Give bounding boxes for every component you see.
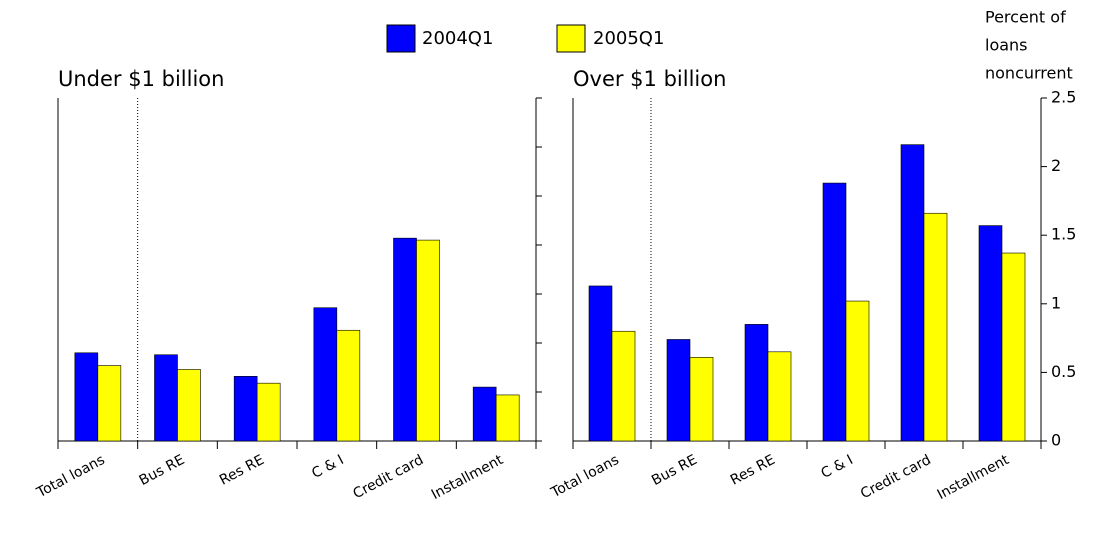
bar [689,357,714,442]
bar [313,307,338,442]
x-tick-label: Credit card [858,452,934,502]
bar [74,352,99,442]
bar [416,239,440,442]
bar [744,324,769,442]
bar [154,354,178,442]
bar [97,365,122,442]
y-tick-label: 2 [1051,156,1061,175]
x-tick-label: Installment [935,452,1013,503]
bar [393,237,417,442]
y-tick-label: 0 [1051,431,1061,450]
panel-title: Under $1 billion [58,67,224,91]
y-tick-label: 1.5 [1051,225,1076,244]
x-tick-label: Res RE [728,452,778,489]
bar [923,212,948,442]
bar [822,182,847,442]
x-tick-label: Total loans [548,452,622,502]
bar [256,382,281,442]
x-tick-label: Bus RE [649,452,700,489]
x-tick-label: Installment [429,452,507,503]
legend-label: 2005Q1 [593,28,664,49]
bar [845,300,870,442]
x-tick-label: Total loans [34,452,108,502]
bar [1001,252,1026,442]
y-tick-label: 2.5 [1051,88,1076,107]
bar [611,330,636,442]
x-tick-label: C & I [309,452,346,482]
y-tick-label: 0.5 [1051,362,1076,381]
bar [177,369,201,442]
x-tick-label: Res RE [217,452,267,489]
y-axis-label: loans [985,36,1028,55]
x-tick-label: Bus RE [137,452,188,489]
bar [472,386,497,442]
x-tick-label: C & I [818,452,855,482]
panel-title: Over $1 billion [573,67,726,91]
bar [767,351,792,442]
bar [233,376,258,442]
bar [978,225,1003,442]
bar [666,339,691,442]
bar [336,329,361,442]
legend-swatch [386,24,416,53]
y-tick-label: 1 [1051,293,1061,312]
legend-swatch [556,24,586,53]
y-axis-label: noncurrent [985,64,1073,83]
bar [588,285,613,442]
legend-label: 2004Q1 [422,28,493,49]
y-axis-label: Percent of [985,8,1066,27]
x-tick-label: Credit card [351,452,427,502]
bar [900,144,925,442]
bar [495,394,520,442]
